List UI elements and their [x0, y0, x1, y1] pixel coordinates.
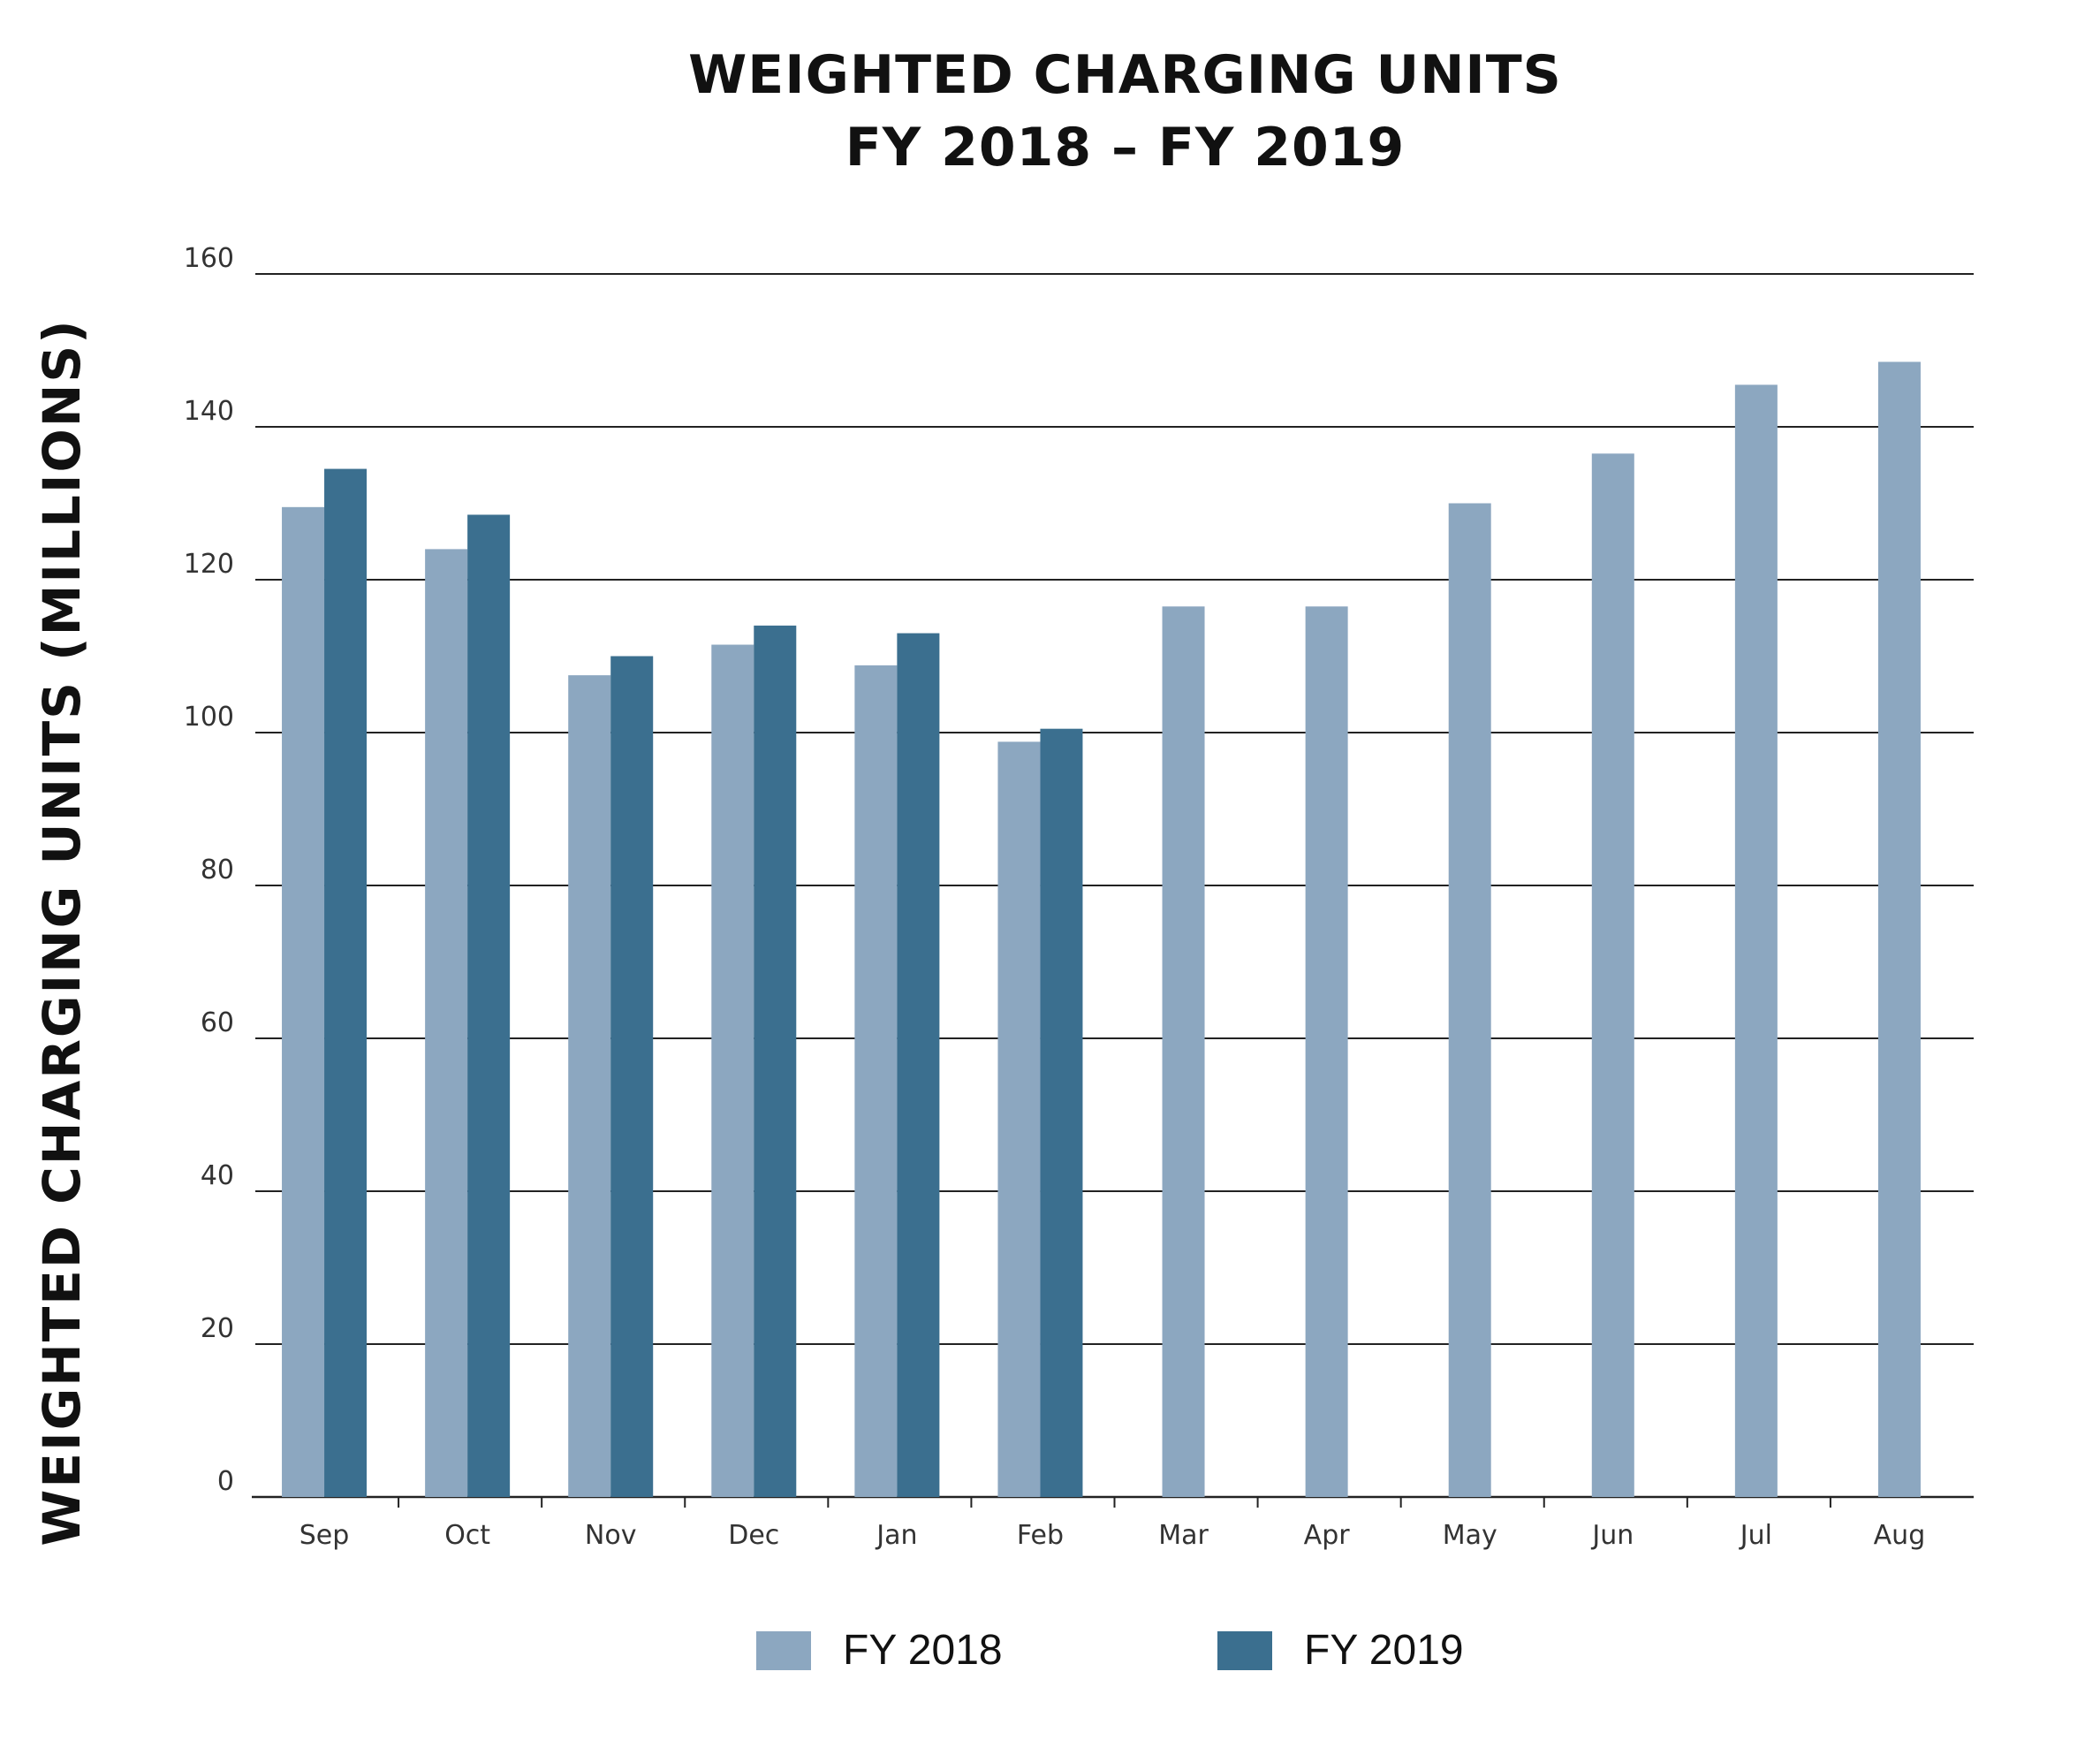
y-tick-label-140: 140 — [184, 396, 234, 427]
bar-fy2018-feb — [997, 741, 1041, 1497]
bar-fy2018-mar — [1162, 606, 1205, 1497]
bar-fy2019-jan — [897, 633, 940, 1497]
x-tick-label-may: May — [1443, 1520, 1497, 1551]
x-tick-label-nov: Nov — [585, 1520, 637, 1551]
chart-title-line-2: FY 2018 – FY 2019 — [845, 117, 1406, 179]
bar-fy2018-jul — [1734, 384, 1778, 1497]
bar-fy2018-jun — [1591, 453, 1634, 1497]
legend-swatch-fy2018 — [756, 1630, 811, 1670]
chart-title-line-1: WEIGHTED CHARGING UNITS — [688, 44, 1562, 106]
bar-fy2018-nov — [568, 675, 611, 1497]
x-tick-label-feb: Feb — [1017, 1520, 1064, 1551]
legend-item-fy2018: FY 2018 — [756, 1626, 1003, 1675]
y-tick-label-80: 80 — [201, 855, 234, 885]
bar-fy2019-nov — [610, 656, 654, 1497]
x-tick-label-aug: Aug — [1874, 1520, 1926, 1551]
y-tick-label-60: 60 — [201, 1007, 234, 1038]
x-tick-label-jul: Jul — [1739, 1520, 1772, 1551]
x-tick-label-mar: Mar — [1158, 1520, 1209, 1551]
x-tick-label-dec: Dec — [728, 1520, 779, 1551]
legend-label-fy2018: FY 2018 — [843, 1627, 1003, 1674]
bar-fy2018-dec — [711, 644, 754, 1497]
bar-fy2018-sep — [282, 506, 325, 1498]
y-tick-label-40: 40 — [201, 1160, 234, 1191]
y-tick-label-100: 100 — [184, 702, 234, 733]
x-tick-label-sep: Sep — [299, 1520, 350, 1551]
bar-fy2019-oct — [467, 514, 511, 1497]
x-tick-label-oct: Oct — [444, 1520, 490, 1551]
bar-fy2018-oct — [425, 549, 468, 1497]
bar-fy2018-jan — [854, 665, 898, 1497]
y-tick-label-20: 20 — [201, 1313, 234, 1344]
x-tick-label-jun: Jun — [1590, 1520, 1634, 1551]
bar-fy2019-dec — [754, 625, 797, 1497]
legend-label-fy2019: FY 2019 — [1304, 1627, 1464, 1674]
legend-swatch-fy2019 — [1217, 1630, 1272, 1670]
legend-item-fy2019: FY 2019 — [1217, 1626, 1464, 1675]
y-tick-label-0: 0 — [217, 1466, 234, 1497]
x-tick-label-jan: Jan — [875, 1520, 917, 1551]
bar-fy2018-aug — [1877, 361, 1921, 1498]
bar-fy2019-feb — [1040, 728, 1083, 1497]
y-tick-label-120: 120 — [184, 549, 234, 580]
bar-fy2018-may — [1448, 503, 1491, 1497]
bar-fy2018-apr — [1305, 606, 1348, 1497]
y-tick-label-160: 160 — [184, 243, 234, 274]
bar-fy2019-sep — [324, 468, 368, 1498]
x-tick-label-apr: Apr — [1304, 1520, 1351, 1551]
